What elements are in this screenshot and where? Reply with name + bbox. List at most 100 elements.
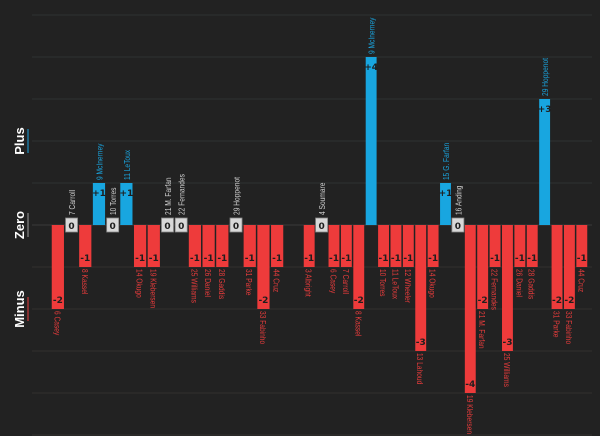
bar-item: +1 15 G. Farfan <box>439 143 452 225</box>
bar-item: -2 33 Fabinho <box>564 225 575 344</box>
value-label: 0 <box>455 222 461 232</box>
player-label: 13 Lahoud <box>415 353 425 385</box>
zero-box <box>229 217 243 233</box>
value-label: -1 <box>577 254 587 264</box>
value-label: -1 <box>80 254 90 264</box>
value-label: -3 <box>416 338 426 348</box>
value-label: -1 <box>149 254 159 264</box>
bar-item: -1 10 Torres <box>378 225 389 297</box>
player-label: 33 Fabinho <box>258 311 268 344</box>
bar <box>551 225 563 309</box>
player-label: 14 Okugo <box>135 269 145 298</box>
zero-box <box>451 217 465 233</box>
bar <box>257 225 270 309</box>
player-label: 4 Soumare <box>317 182 327 215</box>
value-label: -1 <box>490 254 500 264</box>
bar-item: 0 21 M. Farfan <box>161 177 174 233</box>
bar-item: -4 19 Klebersen <box>465 225 476 434</box>
bar-item: -1 12 Wheeler <box>403 225 414 303</box>
value-label: -1 <box>341 254 351 264</box>
bar-item: -1 11 LeToux <box>390 225 402 300</box>
bar-item: 0 29 Hoppenot <box>229 177 243 233</box>
value-label: 0 <box>318 222 324 232</box>
bar-item: -1 28 Gaddis <box>216 225 229 299</box>
player-label: 22 Fernandes <box>490 269 500 310</box>
player-label: 31 Parke <box>244 269 254 296</box>
value-label: +1 <box>119 189 133 199</box>
player-label: 25 Williams <box>189 269 199 303</box>
player-label: 6 Casey <box>52 311 62 336</box>
player-label: 11 LeToux <box>390 269 400 300</box>
bar <box>147 225 160 267</box>
bar <box>440 183 451 225</box>
bar <box>188 225 202 267</box>
bar-item: -2 33 Fabinho <box>257 225 270 344</box>
player-label: 10 Torres <box>378 269 388 297</box>
player-label: 21 M. Farfan <box>163 177 173 215</box>
bar <box>79 225 92 267</box>
bar-item: -1 44 Cruz <box>271 225 284 292</box>
bar-item: -3 25 Williams <box>502 225 513 387</box>
bar-item: -3 13 Lahoud <box>415 225 427 385</box>
player-label: 8 Kassel <box>80 269 90 294</box>
bar <box>303 225 315 267</box>
zero-box <box>65 217 78 233</box>
bar-item: 0 22 Fernandes <box>174 174 188 233</box>
value-label: -1 <box>515 254 525 264</box>
value-label: 0 <box>110 222 116 232</box>
value-label: -2 <box>53 296 63 306</box>
bar <box>216 225 229 267</box>
bar <box>120 183 133 225</box>
value-label: -3 <box>502 338 512 348</box>
bar-item: 0 7 Carroll <box>65 190 78 233</box>
bar-item: +4 9 McInerney <box>364 17 378 225</box>
player-label: 19 Klebersen <box>148 269 158 308</box>
value-label: +4 <box>364 63 378 73</box>
y-axis-label-zero: Zero <box>12 211 27 239</box>
value-label: -1 <box>527 254 537 264</box>
bar <box>415 225 427 351</box>
value-label: -1 <box>217 254 227 264</box>
player-label: 28 Gaddis <box>217 269 227 299</box>
bar <box>539 99 551 225</box>
bar-item: -1 28 Gaddis <box>527 225 538 299</box>
y-axis-label-minus: Minus <box>12 290 27 328</box>
bar-item: -1 25 Williams <box>188 225 202 303</box>
bar <box>563 225 575 309</box>
y-axis-label-plus: Plus <box>12 127 27 154</box>
bar-item: -2 8 Kassel <box>353 225 365 336</box>
value-label: -1 <box>329 254 339 264</box>
player-label: 21 M. Farfan <box>477 311 487 349</box>
value-label: -2 <box>478 296 488 306</box>
player-label: 22 Fernandes <box>177 174 187 215</box>
player-label: 29 Hoppenot <box>540 58 550 96</box>
value-label: -1 <box>391 254 401 264</box>
bar-item: -1 14 Okugo <box>428 225 439 298</box>
zero-box <box>106 217 120 233</box>
player-label: 14 Okugo <box>428 269 438 298</box>
player-label: 28 Gaddis <box>527 269 537 299</box>
value-label: +1 <box>92 189 106 199</box>
bar <box>390 225 402 267</box>
bar <box>464 225 476 393</box>
player-label: 6 Casey <box>328 269 338 294</box>
player-label: 9 McInerney <box>367 17 377 54</box>
zero-box <box>161 217 174 233</box>
bar <box>51 225 64 309</box>
bar <box>526 225 538 267</box>
value-label: -4 <box>465 380 475 390</box>
player-label: 11 LeToux <box>122 149 132 180</box>
player-label: 26 Daniel <box>203 269 213 297</box>
player-label: 16 Anding <box>453 185 463 215</box>
player-label: 3 Albright <box>304 269 314 297</box>
player-label: 25 Williams <box>502 353 512 387</box>
player-label: 12 Wheeler <box>403 269 413 303</box>
bar-item: +3 29 Hoppenot <box>538 58 552 225</box>
bar-item: -1 26 Daniel <box>514 225 526 297</box>
bar-item: 0 10 Torres <box>106 188 120 233</box>
bars: -2 6 Casey 07 Carroll -1 8 Kassel +1 9 McInern… <box>51 17 588 434</box>
bar <box>576 225 588 267</box>
bar-item: -1 14 Okugo <box>133 225 147 298</box>
bar <box>514 225 526 267</box>
